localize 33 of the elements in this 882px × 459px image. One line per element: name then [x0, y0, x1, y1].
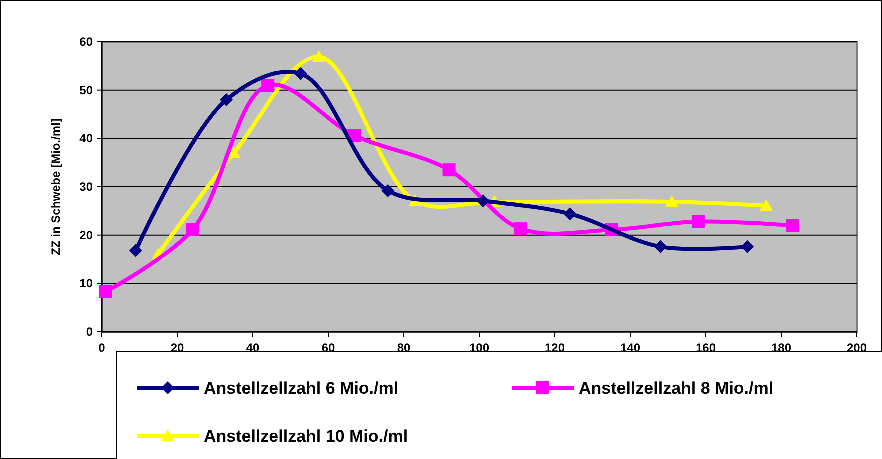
point — [312, 50, 326, 62]
legend-label: Anstellzellzahl 8 Mio./ml — [579, 379, 774, 398]
point — [564, 208, 577, 221]
y-tick-label: 40 — [80, 132, 94, 146]
point — [654, 240, 668, 254]
point — [220, 94, 234, 106]
y-tick-label: 60 — [80, 35, 94, 49]
point — [760, 199, 773, 212]
y-tick-label: 50 — [80, 83, 94, 98]
y-tick-label: 10 — [80, 276, 94, 291]
x-tick-label: 0 — [98, 341, 106, 355]
point — [99, 285, 112, 298]
point — [228, 146, 241, 158]
legend-label: Anstellzellzahl 6 Mio./ml — [204, 379, 399, 398]
point — [382, 184, 395, 198]
point — [262, 79, 275, 92]
y-axis-title: ZZ in Schwebe [Mio./ml] — [49, 118, 63, 256]
point — [666, 195, 679, 208]
point — [692, 215, 705, 228]
point — [476, 194, 490, 208]
point — [786, 219, 800, 232]
point — [186, 224, 200, 237]
point — [294, 67, 308, 80]
point — [129, 244, 142, 258]
point — [442, 164, 456, 177]
y-tick-label: 0 — [86, 325, 94, 339]
y-tick-label: 20 — [80, 228, 94, 242]
point — [741, 240, 754, 254]
y-tick-label: 30 — [80, 180, 94, 194]
x-tick-label: 60 — [322, 341, 336, 355]
point — [514, 222, 528, 236]
x-tick-label: 40 — [246, 341, 260, 355]
legend-label: Anstellzellzahl 10 Mio./ml — [204, 427, 408, 446]
